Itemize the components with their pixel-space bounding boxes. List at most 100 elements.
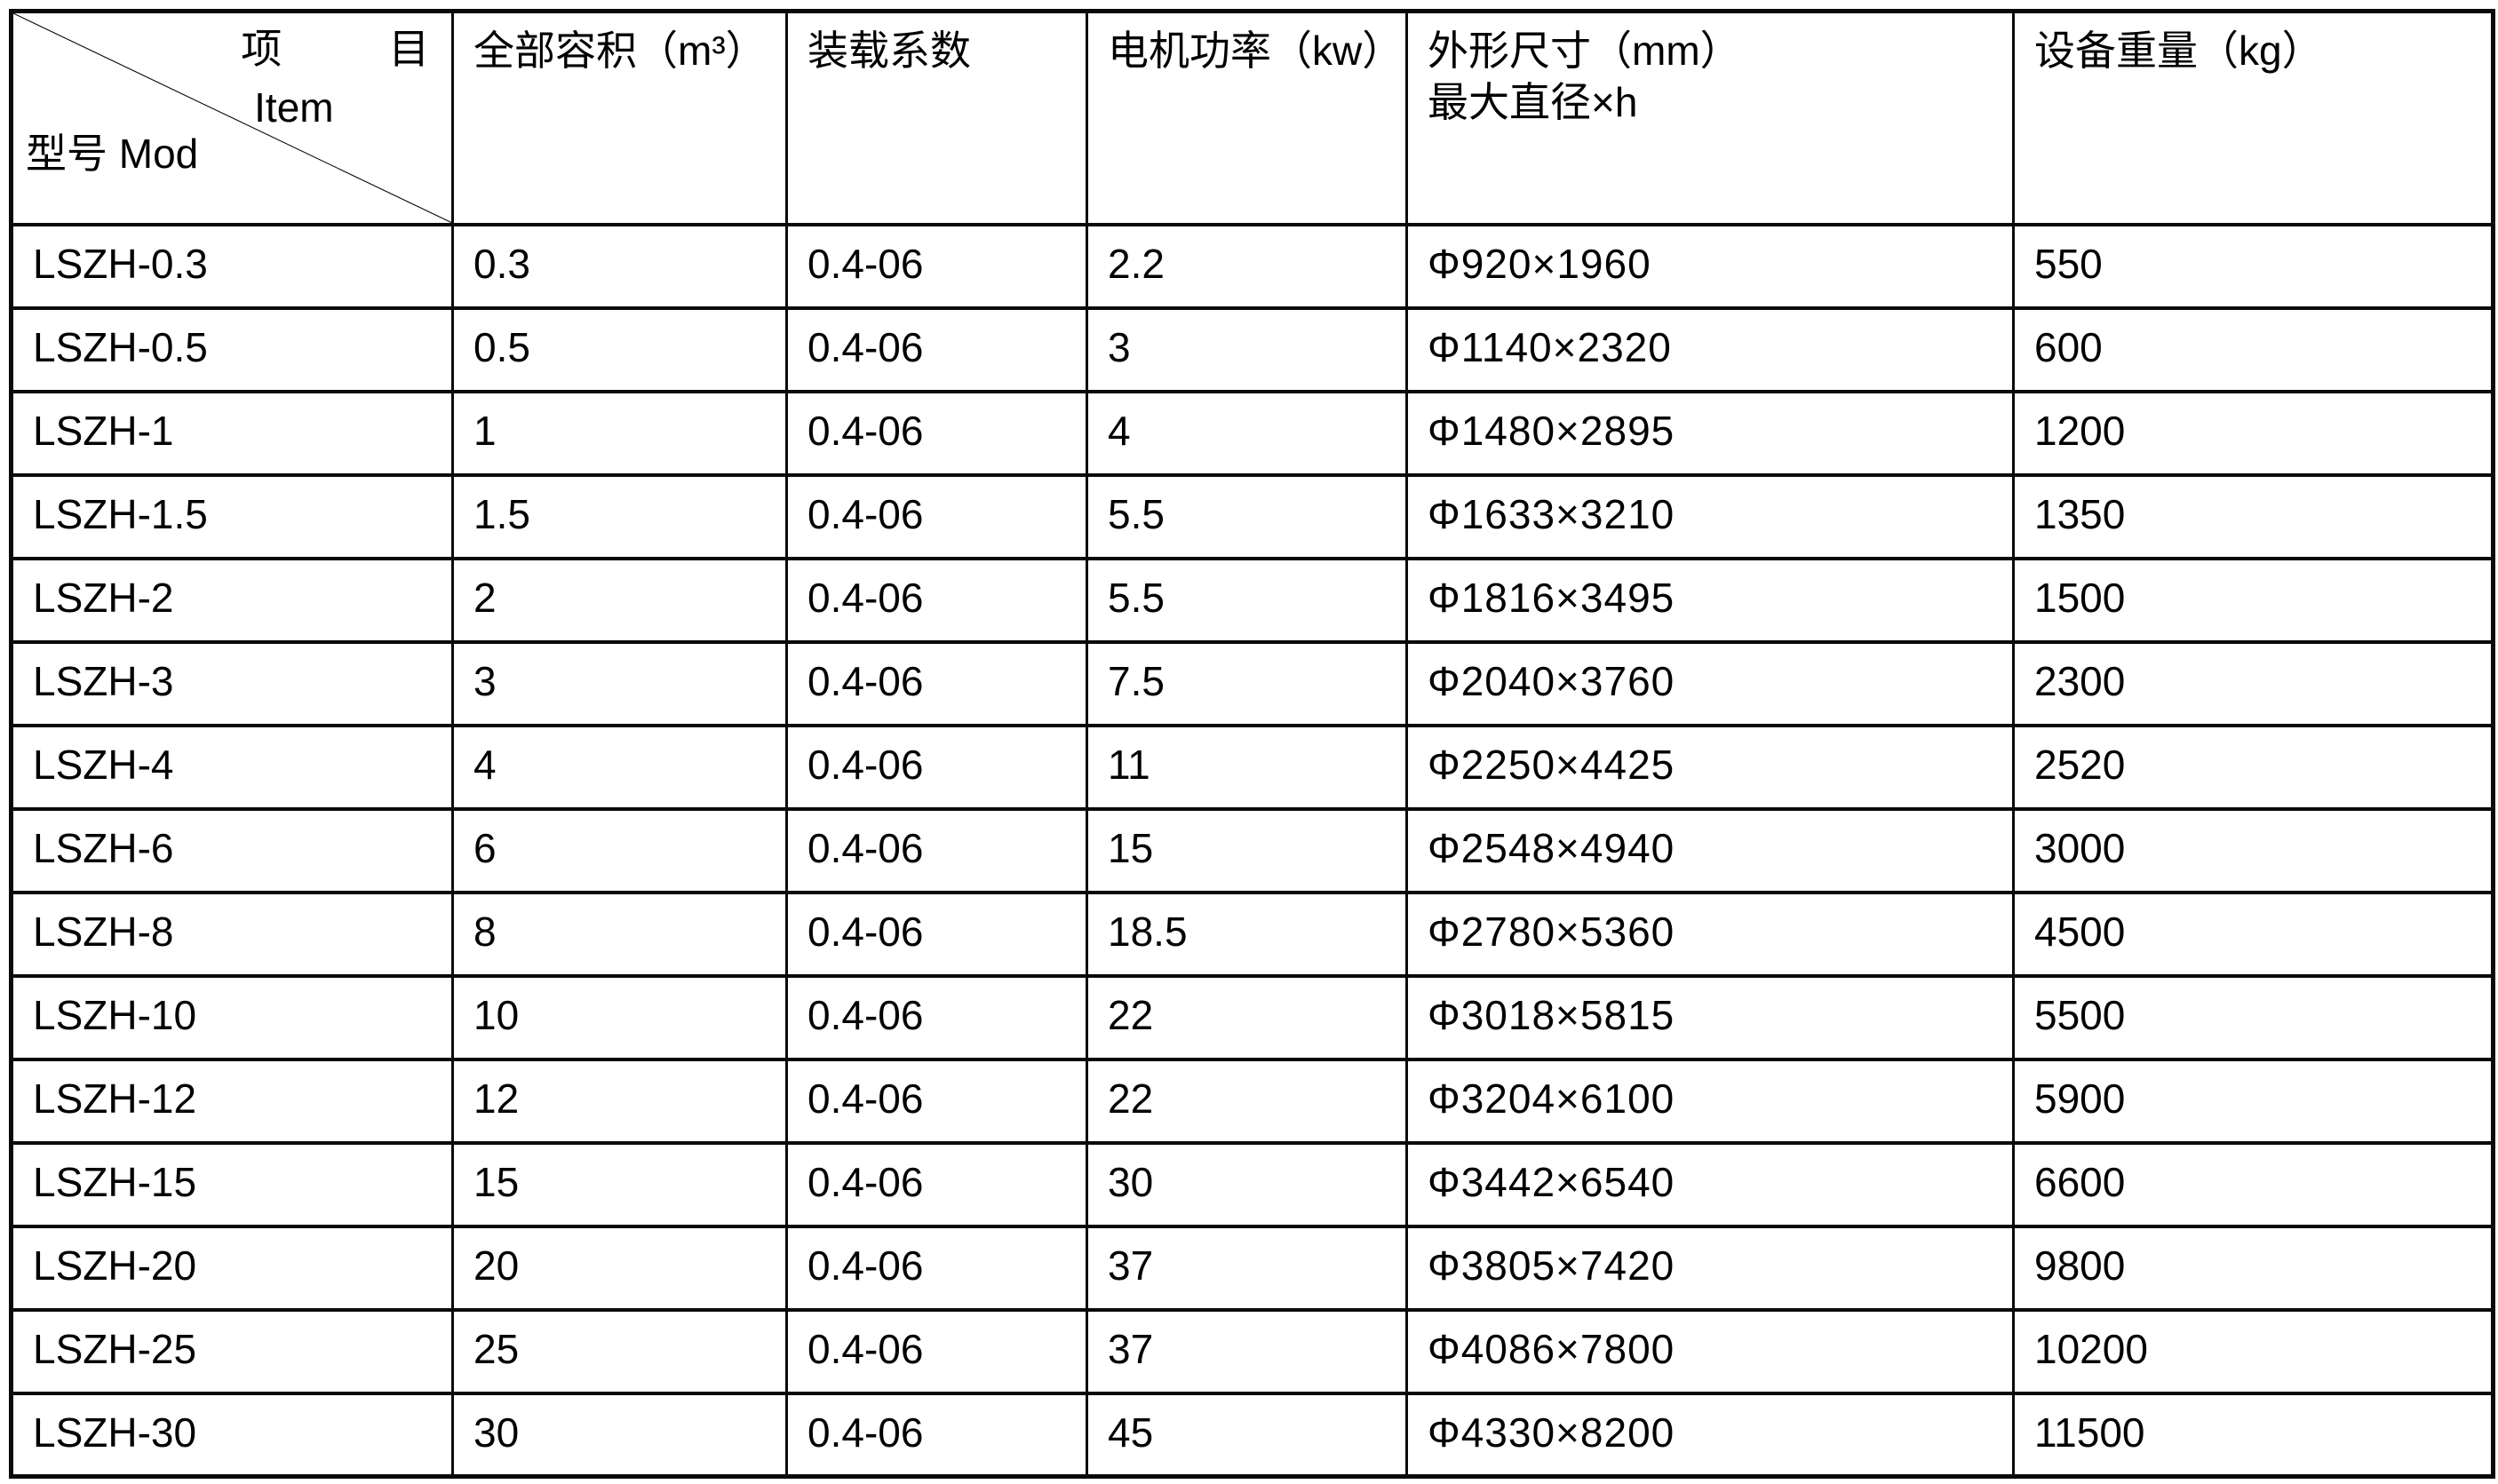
table-row: LSZH-1 1 0.4-06 4 Φ1480×2895 1200 [10,389,2494,477]
corner-item-zh: 项 目 [241,24,429,75]
cell-power: 2.2 [1086,222,1408,310]
col-header-dimensions: 外形尺寸（mm） 最大直径×h [1405,9,2015,226]
cell-dimensions: Φ2040×3760 [1405,639,2015,727]
corner-model-label: 型号 Mod [26,131,199,177]
cell-volume: 20 [451,1224,788,1312]
cell-model: LSZH-12 [10,1057,454,1145]
cell-weight: 2520 [2012,723,2494,811]
table-row: LSZH-30 30 0.4-06 45 Φ4330×8200 11500 [10,1391,2494,1479]
cell-load-factor: 0.4-06 [785,973,1088,1061]
cell-volume: 1.5 [451,472,788,560]
cell-model: LSZH-6 [10,806,454,894]
corner-item-zh-left: 项 [241,26,282,72]
cell-load-factor: 0.4-06 [785,1307,1088,1395]
cell-weight: 11500 [2012,1391,2494,1479]
cell-model: LSZH-30 [10,1391,454,1479]
cell-dimensions: Φ4086×7800 [1405,1307,2015,1395]
col-header-weight: 设备重量（kg） [2012,9,2494,226]
cell-power: 22 [1086,973,1408,1061]
cell-power: 45 [1086,1391,1408,1479]
cell-dimensions: Φ1480×2895 [1405,389,2015,477]
cell-volume: 0.5 [451,306,788,393]
cell-power: 37 [1086,1224,1408,1312]
cell-model: LSZH-0.3 [10,222,454,310]
cell-weight: 9800 [2012,1224,2494,1312]
cell-weight: 6600 [2012,1140,2494,1228]
cell-power: 5.5 [1086,556,1408,644]
cell-load-factor: 0.4-06 [785,389,1088,477]
cell-weight: 1350 [2012,472,2494,560]
cell-power: 7.5 [1086,639,1408,727]
cell-dimensions: Φ2780×5360 [1405,890,2015,978]
table-row: LSZH-12 12 0.4-06 22 Φ3204×6100 5900 [10,1057,2494,1145]
corner-item-zh-right: 目 [388,26,430,72]
cell-load-factor: 0.4-06 [785,222,1088,310]
cell-volume: 12 [451,1057,788,1145]
diagonal-divider-line [13,13,451,223]
spec-table: 项 目 Item 型号 Mod 全部容积（m³） 装载系数 电机功率（kw） 外… [9,9,2495,1479]
cell-dimensions: Φ3204×6100 [1405,1057,2015,1145]
cell-power: 3 [1086,306,1408,393]
cell-load-factor: 0.4-06 [785,890,1088,978]
cell-volume: 25 [451,1307,788,1395]
cell-dimensions: Φ1633×3210 [1405,472,2015,560]
cell-power: 22 [1086,1057,1408,1145]
cell-dimensions: Φ3442×6540 [1405,1140,2015,1228]
corner-header-cell: 项 目 Item 型号 Mod [10,9,454,226]
col-header-volume: 全部容积（m³） [451,9,788,226]
cell-weight: 1500 [2012,556,2494,644]
col-header-load-factor: 装载系数 [785,9,1088,226]
cell-load-factor: 0.4-06 [785,1224,1088,1312]
cell-volume: 8 [451,890,788,978]
cell-model: LSZH-0.5 [10,306,454,393]
cell-volume: 3 [451,639,788,727]
cell-volume: 6 [451,806,788,894]
cell-load-factor: 0.4-06 [785,806,1088,894]
table-row: LSZH-0.5 0.5 0.4-06 3 Φ1140×2320 600 [10,306,2494,393]
cell-power: 15 [1086,806,1408,894]
col-header-dimensions-line2: 最大直径×h [1428,78,1638,125]
cell-power: 4 [1086,389,1408,477]
table-row: LSZH-0.3 0.3 0.4-06 2.2 Φ920×1960 550 [10,222,2494,310]
cell-weight: 550 [2012,222,2494,310]
cell-model: LSZH-15 [10,1140,454,1228]
col-header-dimensions-line1: 外形尺寸（mm） [1428,28,1741,74]
table-row: LSZH-1.5 1.5 0.4-06 5.5 Φ1633×3210 1350 [10,472,2494,560]
cell-dimensions: Φ4330×8200 [1405,1391,2015,1479]
table-row: LSZH-2 2 0.4-06 5.5 Φ1816×3495 1500 [10,556,2494,644]
cell-dimensions: Φ920×1960 [1405,222,2015,310]
cell-load-factor: 0.4-06 [785,1391,1088,1479]
cell-dimensions: Φ1140×2320 [1405,306,2015,393]
cell-weight: 600 [2012,306,2494,393]
cell-load-factor: 0.4-06 [785,723,1088,811]
cell-weight: 3000 [2012,806,2494,894]
table-row: LSZH-8 8 0.4-06 18.5 Φ2780×5360 4500 [10,890,2494,978]
cell-weight: 1200 [2012,389,2494,477]
cell-model: LSZH-1 [10,389,454,477]
cell-load-factor: 0.4-06 [785,472,1088,560]
cell-model: LSZH-1.5 [10,472,454,560]
cell-volume: 30 [451,1391,788,1479]
cell-model: LSZH-10 [10,973,454,1061]
cell-weight: 5900 [2012,1057,2494,1145]
table-row: LSZH-6 6 0.4-06 15 Φ2548×4940 3000 [10,806,2494,894]
table-row: LSZH-25 25 0.4-06 37 Φ4086×7800 10200 [10,1307,2494,1395]
cell-volume: 2 [451,556,788,644]
cell-model: LSZH-20 [10,1224,454,1312]
cell-load-factor: 0.4-06 [785,306,1088,393]
corner-item-en: Item [254,84,334,131]
table-header-row: 项 目 Item 型号 Mod 全部容积（m³） 装载系数 电机功率（kw） 外… [10,9,2494,226]
cell-volume: 0.3 [451,222,788,310]
cell-volume: 15 [451,1140,788,1228]
cell-volume: 1 [451,389,788,477]
cell-load-factor: 0.4-06 [785,639,1088,727]
cell-weight: 4500 [2012,890,2494,978]
cell-power: 18.5 [1086,890,1408,978]
cell-load-factor: 0.4-06 [785,1140,1088,1228]
cell-weight: 5500 [2012,973,2494,1061]
cell-model: LSZH-25 [10,1307,454,1395]
cell-dimensions: Φ3805×7420 [1405,1224,2015,1312]
cell-dimensions: Φ3018×5815 [1405,973,2015,1061]
cell-dimensions: Φ1816×3495 [1405,556,2015,644]
